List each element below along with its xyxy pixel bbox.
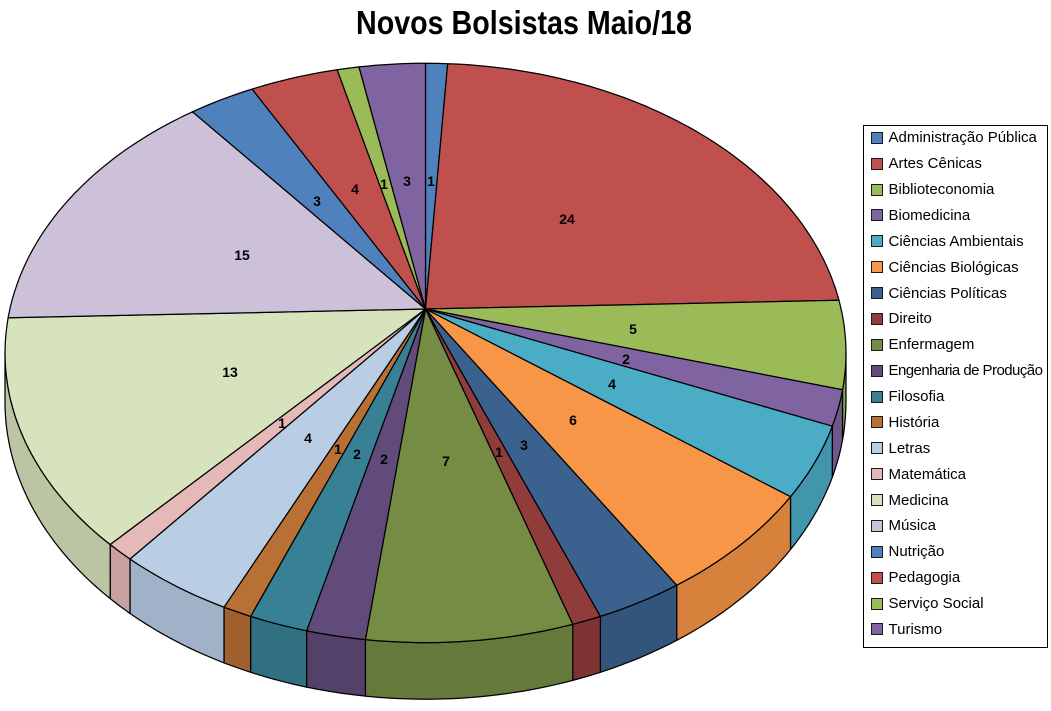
svg-text:4: 4 (304, 430, 312, 446)
svg-text:15: 15 (234, 247, 250, 263)
svg-text:3: 3 (313, 193, 321, 209)
svg-text:2: 2 (622, 351, 630, 367)
svg-text:1: 1 (427, 173, 435, 189)
svg-text:2: 2 (353, 446, 361, 462)
svg-text:1: 1 (334, 441, 342, 457)
svg-text:6: 6 (569, 412, 577, 428)
svg-text:1: 1 (380, 176, 388, 192)
svg-text:4: 4 (351, 181, 359, 197)
svg-text:7: 7 (442, 453, 450, 469)
svg-text:2: 2 (380, 451, 388, 467)
svg-text:3: 3 (520, 437, 528, 453)
svg-text:13: 13 (222, 364, 238, 380)
svg-text:1: 1 (278, 415, 286, 431)
svg-text:1: 1 (495, 444, 503, 460)
svg-text:4: 4 (608, 376, 616, 392)
svg-text:24: 24 (559, 211, 575, 227)
svg-text:5: 5 (629, 321, 637, 337)
svg-text:3: 3 (403, 173, 411, 189)
